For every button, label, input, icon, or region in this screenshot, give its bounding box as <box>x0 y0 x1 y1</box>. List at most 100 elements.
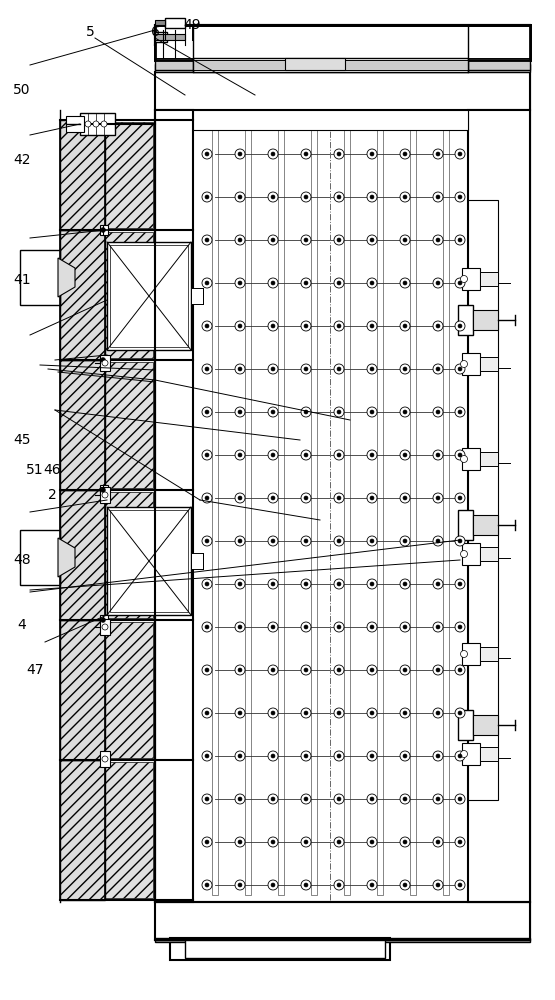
Circle shape <box>334 794 344 804</box>
Bar <box>480 452 498 466</box>
Bar <box>155 25 530 60</box>
Bar <box>60 120 105 230</box>
Circle shape <box>367 321 377 331</box>
Circle shape <box>461 360 467 367</box>
Circle shape <box>458 797 462 801</box>
Bar <box>155 20 165 25</box>
Circle shape <box>102 756 108 762</box>
Circle shape <box>205 582 209 586</box>
Bar <box>60 490 105 620</box>
Circle shape <box>301 880 311 890</box>
Circle shape <box>301 235 311 245</box>
Circle shape <box>238 582 242 586</box>
Circle shape <box>334 278 344 288</box>
Circle shape <box>458 238 462 242</box>
Circle shape <box>301 665 311 675</box>
Text: 2: 2 <box>48 488 57 502</box>
Circle shape <box>367 536 377 546</box>
Circle shape <box>205 367 209 371</box>
Circle shape <box>455 622 465 632</box>
Circle shape <box>235 837 245 847</box>
Circle shape <box>268 622 278 632</box>
Circle shape <box>458 367 462 371</box>
Circle shape <box>433 579 443 589</box>
Circle shape <box>403 324 407 328</box>
Circle shape <box>433 407 443 417</box>
Circle shape <box>367 149 377 159</box>
Text: 49: 49 <box>183 18 201 32</box>
Bar <box>285 58 345 70</box>
Text: 51: 51 <box>26 463 44 477</box>
Circle shape <box>271 625 275 629</box>
Circle shape <box>433 665 443 675</box>
Circle shape <box>367 880 377 890</box>
Circle shape <box>433 192 443 202</box>
Circle shape <box>205 496 209 500</box>
Circle shape <box>367 450 377 460</box>
Circle shape <box>461 750 467 758</box>
Circle shape <box>202 579 212 589</box>
Circle shape <box>205 754 209 758</box>
Circle shape <box>337 281 341 285</box>
Circle shape <box>403 367 407 371</box>
Circle shape <box>268 579 278 589</box>
Circle shape <box>301 278 311 288</box>
Circle shape <box>271 195 275 199</box>
Bar <box>458 305 473 335</box>
Circle shape <box>304 195 308 199</box>
Circle shape <box>400 235 410 245</box>
Circle shape <box>455 493 465 503</box>
Circle shape <box>455 321 465 331</box>
Circle shape <box>458 539 462 543</box>
Circle shape <box>238 754 242 758</box>
Circle shape <box>304 367 308 371</box>
Circle shape <box>238 152 242 156</box>
Bar <box>480 547 498 561</box>
Circle shape <box>433 536 443 546</box>
Circle shape <box>304 238 308 242</box>
Bar <box>105 622 153 758</box>
Bar <box>60 490 105 620</box>
Circle shape <box>400 450 410 460</box>
Circle shape <box>235 192 245 202</box>
Circle shape <box>337 625 341 629</box>
Circle shape <box>238 883 242 887</box>
Bar <box>311 115 317 895</box>
Circle shape <box>436 539 440 543</box>
Bar <box>80 113 115 135</box>
Circle shape <box>403 582 407 586</box>
Circle shape <box>202 149 212 159</box>
Circle shape <box>370 754 374 758</box>
Bar <box>105 230 155 360</box>
Bar <box>105 232 153 358</box>
Bar <box>480 272 498 286</box>
Circle shape <box>337 840 341 844</box>
Circle shape <box>304 797 308 801</box>
Circle shape <box>100 358 105 362</box>
Circle shape <box>461 650 467 658</box>
Bar <box>155 34 185 40</box>
Bar <box>480 747 498 761</box>
Circle shape <box>202 364 212 374</box>
Circle shape <box>370 539 374 543</box>
Circle shape <box>403 883 407 887</box>
Circle shape <box>301 751 311 761</box>
Circle shape <box>370 152 374 156</box>
Circle shape <box>370 453 374 457</box>
Bar <box>170 938 390 960</box>
Circle shape <box>367 278 377 288</box>
Circle shape <box>337 883 341 887</box>
Circle shape <box>403 195 407 199</box>
Circle shape <box>461 275 467 282</box>
Circle shape <box>304 711 308 715</box>
Circle shape <box>433 278 443 288</box>
Circle shape <box>400 536 410 546</box>
Circle shape <box>334 192 344 202</box>
Circle shape <box>205 238 209 242</box>
Bar <box>155 902 530 940</box>
Bar <box>245 115 251 895</box>
Circle shape <box>271 797 275 801</box>
Bar <box>105 362 153 488</box>
Circle shape <box>403 625 407 629</box>
Circle shape <box>436 625 440 629</box>
